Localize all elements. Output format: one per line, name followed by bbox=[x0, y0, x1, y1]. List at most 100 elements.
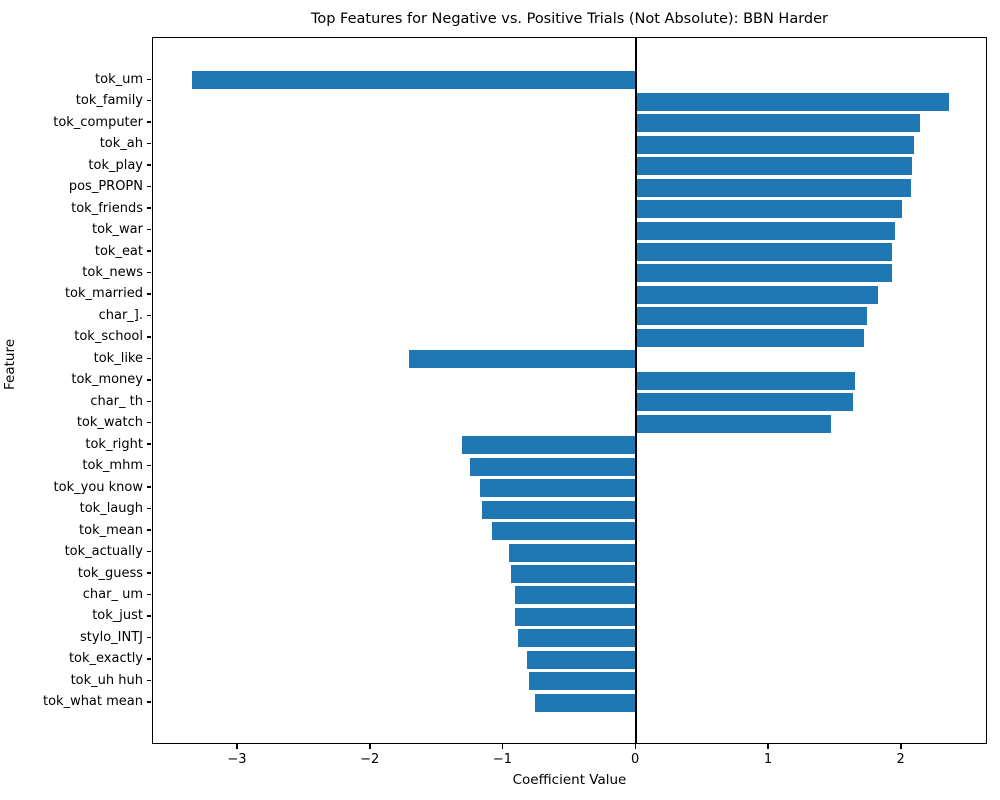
ytick-mark bbox=[147, 486, 151, 488]
ytick-label: tok_ah bbox=[99, 136, 143, 152]
bar-tok_ah bbox=[636, 135, 914, 154]
bar-tok_play bbox=[636, 157, 913, 176]
ytick-label: tok_exactly bbox=[68, 651, 143, 667]
ytick-mark bbox=[147, 572, 151, 574]
bar-tok_war bbox=[636, 221, 896, 240]
xtick-label: 2 bbox=[896, 752, 905, 767]
ytick-label: pos_PROPN bbox=[68, 179, 143, 195]
bar-tok_watch bbox=[636, 414, 832, 433]
xtick-mark bbox=[501, 744, 504, 749]
ytick-mark bbox=[147, 421, 151, 424]
ytick-label: char_ th bbox=[90, 393, 143, 409]
ytick-label: tok_watch bbox=[76, 415, 143, 431]
ytick-label: tok_mhm bbox=[82, 458, 143, 474]
ytick-label: tok_news bbox=[82, 264, 143, 280]
ytick-label: tok_war bbox=[91, 222, 143, 237]
ytick-label: tok_family bbox=[75, 93, 143, 109]
ytick-mark bbox=[147, 314, 151, 317]
ytick-mark bbox=[147, 701, 151, 703]
ytick-label: tok_like bbox=[93, 350, 143, 366]
bar-tok_exactly bbox=[527, 650, 637, 669]
ytick-mark bbox=[147, 400, 151, 402]
ytick-mark bbox=[147, 228, 151, 231]
bar-tok_news bbox=[636, 264, 893, 283]
chart-title: Top Features for Negative vs. Positive T… bbox=[310, 11, 829, 27]
xtick-mark bbox=[634, 744, 636, 749]
ytick-mark bbox=[147, 293, 151, 295]
ytick-mark bbox=[147, 164, 151, 166]
ytick-mark bbox=[147, 357, 151, 359]
bar-pos_PROPN bbox=[636, 178, 911, 197]
ytick-label: stylo_INTJ bbox=[80, 629, 143, 645]
xtick-mark bbox=[900, 744, 902, 749]
ytick-mark bbox=[147, 185, 151, 188]
xtick-label: −2 bbox=[360, 752, 380, 767]
bar-tok_actually bbox=[508, 543, 637, 562]
ytick-label: tok_you know bbox=[53, 479, 143, 495]
ytick-mark bbox=[147, 615, 151, 617]
ytick-mark bbox=[147, 336, 151, 338]
ytick-mark bbox=[147, 507, 151, 510]
ytick-mark bbox=[147, 593, 151, 596]
ytick-mark bbox=[147, 679, 151, 681]
bar-tok_guess bbox=[511, 565, 637, 583]
ytick-label: tok_mean bbox=[79, 522, 143, 538]
ytick-label: tok_eat bbox=[94, 243, 143, 259]
ytick-label: tok_friends bbox=[71, 200, 143, 216]
bar-tok_married bbox=[636, 285, 878, 304]
ytick-mark bbox=[147, 443, 151, 445]
bar-tok_eat bbox=[636, 243, 893, 261]
bar-tok_what mean bbox=[535, 693, 637, 712]
bar-tok_uh huh bbox=[528, 672, 637, 691]
bar-tok_school bbox=[636, 328, 865, 347]
ytick-label: tok_what mean bbox=[42, 694, 143, 710]
bar-char_ um bbox=[515, 586, 637, 605]
xtick-label: 0 bbox=[631, 752, 640, 767]
ytick-mark bbox=[147, 550, 151, 553]
ytick-label: tok_laugh bbox=[79, 501, 143, 517]
ytick-mark bbox=[147, 271, 151, 274]
ytick-label: tok_um bbox=[95, 71, 143, 87]
x-axis-label: Coefficient Value bbox=[512, 772, 627, 788]
ytick-mark bbox=[147, 78, 151, 80]
bar-tok_laugh bbox=[482, 500, 637, 519]
ytick-mark bbox=[147, 250, 151, 252]
ytick-label: char_]. bbox=[98, 307, 143, 323]
ytick-mark bbox=[147, 142, 151, 145]
ytick-label: tok_school bbox=[74, 329, 143, 345]
bar-tok_mhm bbox=[470, 457, 637, 476]
ytick-mark bbox=[147, 464, 151, 467]
ytick-label: tok_actually bbox=[64, 544, 143, 559]
bar-tok_um bbox=[191, 71, 637, 90]
xtick-mark bbox=[236, 744, 238, 749]
ytick-mark bbox=[147, 121, 151, 123]
ytick-label: tok_married bbox=[64, 286, 143, 302]
zero-baseline bbox=[635, 38, 638, 743]
ytick-label: tok_guess bbox=[77, 565, 143, 581]
bar-char_ th bbox=[636, 393, 853, 412]
xtick-label: −1 bbox=[492, 752, 513, 767]
bar-char_]. bbox=[636, 307, 868, 326]
bar-tok_right bbox=[462, 436, 637, 455]
bar-tok_money bbox=[636, 371, 856, 390]
bar-tok_family bbox=[636, 92, 950, 111]
xtick-mark bbox=[369, 744, 371, 749]
xtick-label: −3 bbox=[227, 752, 247, 767]
ytick-label: tok_money bbox=[71, 372, 143, 388]
ytick-mark bbox=[147, 207, 151, 209]
ytick-label: tok_just bbox=[92, 608, 143, 624]
ytick-label: char_ um bbox=[82, 586, 143, 602]
bar-tok_like bbox=[409, 350, 637, 369]
ytick-label: tok_play bbox=[88, 157, 143, 173]
ytick-mark bbox=[147, 658, 151, 660]
xtick-label: 1 bbox=[763, 752, 773, 767]
ytick-label: tok_right bbox=[85, 436, 143, 452]
plot-area bbox=[152, 37, 987, 744]
bar-tok_friends bbox=[636, 200, 902, 218]
ytick-mark bbox=[147, 99, 151, 102]
ytick-mark bbox=[147, 379, 151, 381]
y-axis-label: Feature bbox=[2, 338, 18, 390]
bar-tok_you know bbox=[479, 479, 637, 498]
bar-tok_just bbox=[515, 607, 637, 626]
